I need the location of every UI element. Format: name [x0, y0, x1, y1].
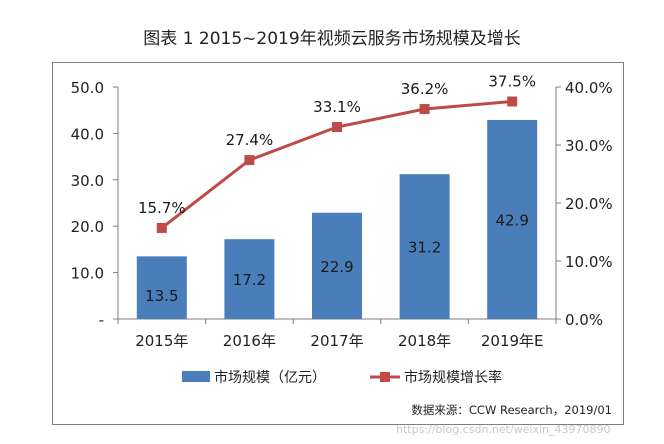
growth-value-label: 36.2%: [401, 80, 449, 98]
growth-marker: [419, 104, 430, 115]
watermark-text: https://blog.csdn.net/weixin_43970890: [396, 423, 611, 436]
left-tick-label: -: [99, 311, 104, 329]
growth-marker: [507, 96, 518, 107]
bar-value-label: 13.5: [145, 287, 178, 305]
left-tick-label: 50.0: [71, 79, 104, 97]
growth-line: [160, 100, 513, 230]
bar-value-label: 22.9: [320, 258, 353, 276]
growth-marker: [244, 155, 255, 166]
x-tick-label: 2017年: [310, 332, 363, 350]
bar-value-label: 17.2: [233, 271, 266, 289]
growth-marker: [332, 122, 342, 133]
bar: [136, 256, 187, 319]
growth-value-label: 33.1%: [313, 98, 361, 116]
left-tick-label: 20.0: [71, 218, 104, 236]
growth-marker: [156, 222, 167, 233]
x-tick-label: 2015年: [135, 332, 188, 350]
right-tick-label: 20.0%: [565, 195, 613, 213]
legend-bar-label: 市场规模（亿元）: [214, 369, 326, 386]
bar: [312, 212, 362, 319]
legend-bar-swatch: [182, 371, 210, 382]
chart-frame: [52, 62, 624, 425]
right-tick-label: 10.0%: [565, 253, 613, 271]
legend-line-marker: [380, 372, 390, 382]
left-tick-label: 40.0: [71, 125, 104, 143]
bar: [399, 174, 450, 319]
bar-value-label: 42.9: [495, 211, 528, 229]
source-note: 数据来源：CCW Research，2019/01: [411, 403, 612, 417]
left-tick-label: 30.0: [71, 172, 104, 190]
right-tick-label: 30.0%: [565, 137, 613, 155]
legend-line-label: 市场规模增长率: [404, 369, 502, 386]
x-tick-label: 2016年: [223, 332, 276, 350]
right-tick-label: 40.0%: [565, 79, 613, 97]
x-tick-label: 2018年: [398, 332, 451, 350]
bar: [487, 119, 538, 319]
x-tick-label: 2019年E: [481, 332, 544, 350]
growth-value-label: 37.5%: [488, 73, 536, 91]
growth-value-label: 15.7%: [138, 199, 186, 217]
chart-title: 图表 1 2015~2019年视频云服务市场规模及增长: [143, 29, 521, 49]
bar: [224, 239, 275, 319]
right-tick-label: 0.0%: [565, 311, 603, 329]
left-tick-label: 10.0: [71, 265, 104, 283]
growth-value-label: 27.4%: [226, 131, 274, 149]
bar-value-label: 31.2: [408, 239, 441, 257]
